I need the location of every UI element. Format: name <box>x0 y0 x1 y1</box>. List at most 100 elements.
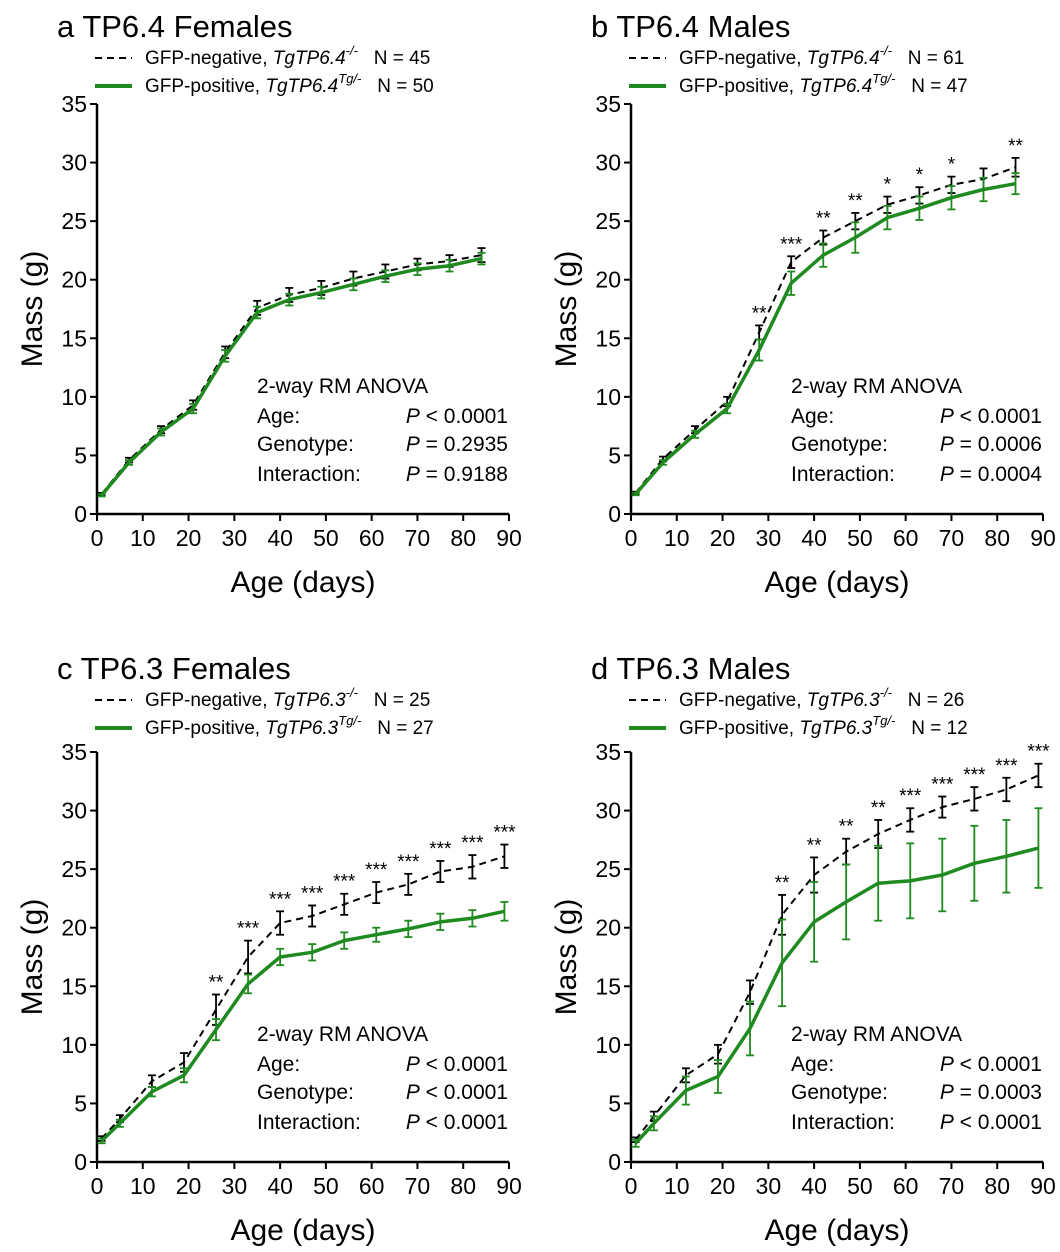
legend-genotype: TgTP6.3 <box>273 690 346 711</box>
panel-title: a TP6.4 Females <box>57 9 293 44</box>
stats-p: P <box>406 463 420 486</box>
stats-p-value: = 0.0003 <box>954 1081 1042 1104</box>
significance-marker: *** <box>429 839 452 860</box>
stats-p-value: < 0.0001 <box>954 405 1042 428</box>
x-axis-label: Age (days) <box>230 1214 375 1247</box>
legend-prefix: GFP-positive, <box>145 718 265 739</box>
x-axis-label: Age (days) <box>764 566 909 599</box>
x-tick-label: 40 <box>801 1173 827 1199</box>
stats-value: P < 0.0001 <box>940 1111 1042 1134</box>
stats-value: P < 0.0001 <box>406 1053 508 1076</box>
legend-n: N = 25 <box>374 690 431 711</box>
legend-entry-negative: GFP-negative, TgTP6.4-/- N = 45 <box>145 43 430 69</box>
legend-entry-negative: GFP-negative, TgTP6.3-/- N = 26 <box>679 685 964 711</box>
x-tick-label: 50 <box>313 525 339 551</box>
series-positive <box>631 172 1020 497</box>
stats-p-value: = 0.0006 <box>954 433 1042 456</box>
significance-marker: *** <box>269 889 292 910</box>
significance-marker: ** <box>752 303 767 324</box>
legend-entry-positive: GFP-positive, TgTP6.4Tg/- N = 47 <box>679 71 968 97</box>
stats-p: P <box>940 433 954 456</box>
panel-title: c TP6.3 Females <box>57 651 291 686</box>
legend-prefix: GFP-negative, <box>145 690 273 711</box>
significance-marker: *** <box>899 786 922 807</box>
significance-marker: *** <box>780 234 803 255</box>
x-tick-label: 80 <box>984 1173 1010 1199</box>
x-tick-label: 30 <box>222 525 248 551</box>
x-tick-label: 70 <box>939 1173 965 1199</box>
stats-value: P < 0.0001 <box>940 405 1042 428</box>
x-tick-label: 60 <box>359 1173 385 1199</box>
significance-marker: *** <box>963 765 986 786</box>
legend-entry-negative: GFP-negative, TgTP6.4-/- N = 61 <box>679 43 964 69</box>
x-tick-label: 50 <box>847 525 873 551</box>
significance-marker: ** <box>1008 136 1023 157</box>
legend-gap <box>358 690 374 711</box>
stats-title: 2-way RM ANOVA <box>257 375 428 398</box>
x-tick-label: 60 <box>893 1173 919 1199</box>
stats-value: P < 0.0001 <box>406 1081 508 1104</box>
stats-value: P = 0.0003 <box>940 1081 1042 1104</box>
panel-title-text: TP6.4 Females <box>82 9 292 44</box>
stats-label: Age: <box>791 405 834 428</box>
legend-entry-positive: GFP-positive, TgTP6.3Tg/- N = 27 <box>145 713 434 739</box>
x-tick-label: 10 <box>664 525 690 551</box>
line-positive <box>100 909 505 1143</box>
series-positive <box>97 901 509 1145</box>
legend-n: N = 50 <box>377 76 434 97</box>
significance-marker: ** <box>209 972 224 993</box>
stats-value: P = 0.0006 <box>940 433 1042 456</box>
y-tick-label: 5 <box>74 1090 87 1116</box>
x-tick-label: 30 <box>222 1173 248 1199</box>
panel-title-text: TP6.3 Females <box>81 651 291 686</box>
y-tick-label: 0 <box>608 501 621 527</box>
x-tick-label: 10 <box>130 1173 156 1199</box>
legend-genotype: TgTP6.4 <box>807 48 880 69</box>
legend-n: N = 61 <box>908 48 965 69</box>
y-tick-label: 20 <box>595 267 621 293</box>
panel-title: d TP6.3 Males <box>591 651 790 686</box>
stats-p: P <box>406 405 420 428</box>
y-tick-label: 0 <box>74 1149 87 1175</box>
y-tick-label: 25 <box>595 856 621 882</box>
y-tick-label: 35 <box>595 91 621 117</box>
legend-entry-positive: GFP-positive, TgTP6.3Tg/- N = 12 <box>679 713 968 739</box>
stats-p-value: < 0.0001 <box>954 1111 1042 1134</box>
x-tick-label: 50 <box>313 1173 339 1199</box>
stats-p-value: = 0.2935 <box>420 433 508 456</box>
x-tick-label: 70 <box>405 1173 431 1199</box>
significance-marker: *** <box>1027 742 1050 763</box>
significance-marker: *** <box>995 756 1018 777</box>
stats-p-value: = 0.9188 <box>420 463 508 486</box>
stats-p: P <box>940 1081 954 1104</box>
x-tick-label: 60 <box>359 525 385 551</box>
x-tick-label: 30 <box>756 1173 782 1199</box>
y-tick-label: 15 <box>595 325 621 351</box>
stats-label: Interaction: <box>791 1111 895 1134</box>
y-tick-label: 25 <box>61 208 87 234</box>
y-tick-label: 10 <box>61 1032 87 1058</box>
y-tick-label: 35 <box>61 739 87 765</box>
y-tick-label: 5 <box>608 442 621 468</box>
x-tick-label: 90 <box>1030 1173 1056 1199</box>
y-tick-label: 25 <box>61 856 87 882</box>
y-tick-label: 25 <box>595 208 621 234</box>
x-tick-label: 20 <box>176 1173 202 1199</box>
x-tick-label: 80 <box>984 525 1010 551</box>
y-tick-label: 5 <box>74 442 87 468</box>
stats-p-value: = 0.0004 <box>954 463 1042 486</box>
legend-genotype: TgTP6.4 <box>273 48 346 69</box>
line-positive <box>634 181 1016 496</box>
x-tick-label: 10 <box>664 1173 690 1199</box>
title-gap <box>608 651 616 686</box>
y-tick-label: 30 <box>61 798 87 824</box>
legend-gap <box>358 48 374 69</box>
legend-superscript: -/- <box>346 685 359 700</box>
stats-p-value: < 0.0001 <box>420 1111 508 1134</box>
stats-label: Genotype: <box>257 433 354 456</box>
legend-n: N = 45 <box>374 48 431 69</box>
significance-marker: *** <box>397 852 420 873</box>
x-tick-label: 30 <box>756 525 782 551</box>
